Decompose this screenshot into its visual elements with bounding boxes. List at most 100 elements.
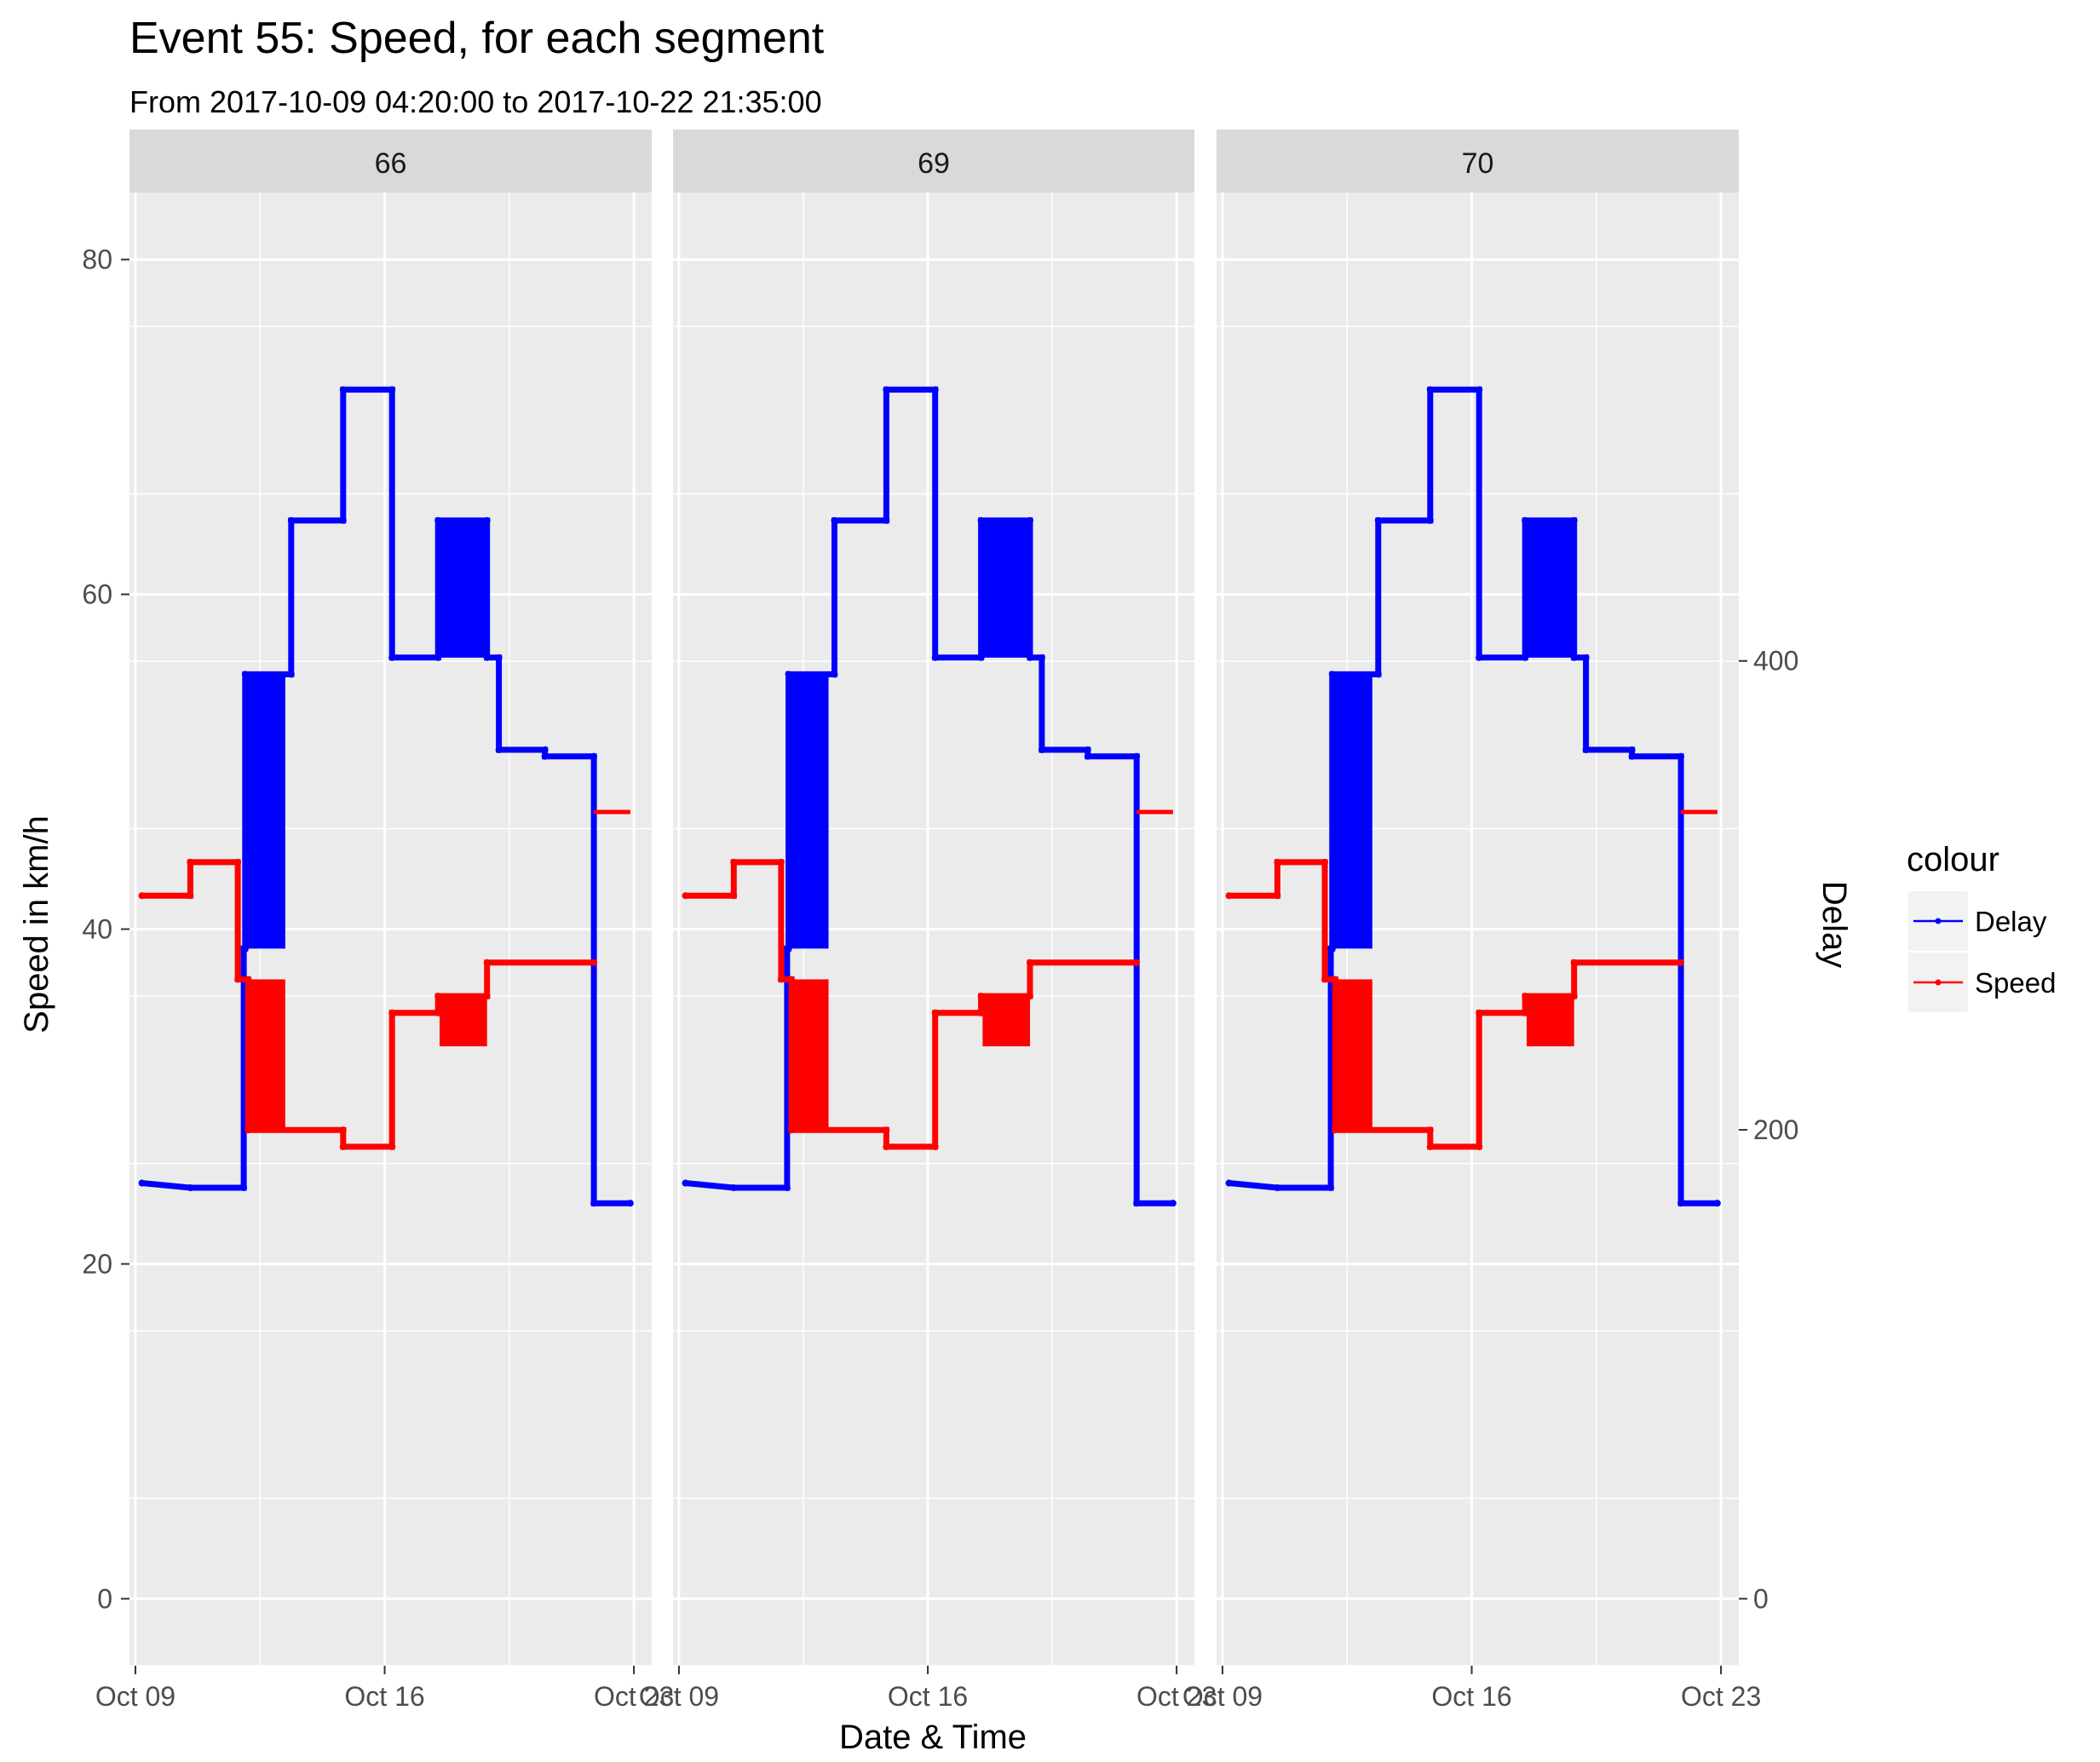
- series-point: [434, 516, 442, 524]
- series-point: [1522, 654, 1529, 661]
- series-point: [730, 1184, 738, 1192]
- series-point: [1522, 516, 1529, 524]
- series-point: [187, 858, 194, 866]
- y2-tick-label: 200: [1753, 1114, 1798, 1145]
- series-point: [682, 1179, 689, 1187]
- series-point: [626, 1200, 634, 1207]
- series-point: [1274, 892, 1281, 900]
- series-point: [1374, 671, 1382, 678]
- series-point: [245, 976, 252, 983]
- series-point: [1677, 752, 1685, 760]
- series-point: [388, 386, 396, 394]
- legend: colour Delay Speed: [1907, 841, 2056, 1012]
- series-point: [783, 1184, 791, 1192]
- secondary-y-axis: 0 200 400: [1739, 646, 1798, 1614]
- series-point: [785, 671, 792, 678]
- series-point: [434, 1009, 442, 1016]
- series-point: [1522, 993, 1529, 1000]
- series-point: [1570, 993, 1578, 1000]
- x-tick-label: Oct 09: [95, 1681, 175, 1712]
- series-point: [138, 1179, 146, 1187]
- series-point: [1225, 1179, 1233, 1187]
- series-point: [495, 654, 503, 661]
- series-point: [187, 1184, 194, 1192]
- series-point: [977, 654, 985, 661]
- series-point: [434, 654, 442, 661]
- series-point: [1327, 1184, 1335, 1192]
- series-point: [1027, 654, 1034, 661]
- series-point: [1426, 516, 1434, 524]
- chart-title: Event 55: Speed, for each segment: [129, 14, 825, 63]
- series-point: [234, 858, 242, 866]
- series-band: [788, 674, 829, 949]
- series-point: [883, 516, 890, 524]
- series-point: [1225, 892, 1233, 900]
- series-point: [1374, 516, 1382, 524]
- series-speed: [1225, 809, 1717, 1150]
- series-point: [1426, 1143, 1434, 1150]
- series-point: [1332, 976, 1339, 983]
- series-point: [388, 1143, 396, 1150]
- series-point: [1133, 959, 1141, 966]
- series-line: [141, 859, 595, 1150]
- series-point: [1027, 516, 1034, 524]
- series-band: [1335, 979, 1372, 1131]
- series-point: [1038, 654, 1045, 661]
- series-speed: [682, 809, 1173, 1150]
- series-point: [1332, 1126, 1339, 1134]
- series-point: [1133, 1200, 1141, 1207]
- series-point: [1570, 654, 1578, 661]
- series-point: [590, 1200, 598, 1207]
- series-point: [1476, 1009, 1483, 1016]
- facet-panel-70: 70 Oct 09 Oct 16 Oct 23: [1182, 130, 1761, 1712]
- facet-strip-label: 66: [375, 147, 407, 180]
- series-point: [1476, 1143, 1483, 1150]
- facet-panel-69: 69 Oct 09 Oct 16 Oct 23: [639, 130, 1217, 1712]
- series-delay: [682, 386, 1177, 1207]
- series-point: [977, 993, 985, 1000]
- series-point: [241, 945, 249, 953]
- series-point: [339, 386, 347, 394]
- series-point: [1628, 752, 1636, 760]
- series-point: [241, 671, 249, 678]
- series-point: [1582, 654, 1590, 661]
- legend-entry-speed: Speed: [1908, 953, 2056, 1012]
- facet-panel-66: 66 Oct 09 Oct 16 Oct 23: [95, 130, 674, 1712]
- legend-title: colour: [1907, 841, 1999, 878]
- facet-panels: 66 Oct 09 Oct 16 Oct 23 69 Oct 09 Oct 16 Oct 23…: [95, 130, 1761, 1712]
- series-point: [831, 671, 838, 678]
- series-point: [931, 1143, 939, 1150]
- series-point: [483, 654, 491, 661]
- y-tick-label: 60: [82, 579, 112, 610]
- series-point: [187, 892, 194, 900]
- x-tick-label: Oct 09: [1182, 1681, 1263, 1712]
- series-point: [931, 654, 939, 661]
- series-point: [339, 516, 347, 524]
- series-band: [1526, 996, 1574, 1047]
- series-point: [1570, 959, 1578, 966]
- series-point: [682, 892, 689, 900]
- series-point: [931, 386, 939, 394]
- legend-key-point: [1935, 979, 1942, 986]
- series-point: [1328, 945, 1336, 953]
- x-tick-label: Oct 16: [888, 1681, 968, 1712]
- series-point: [1084, 752, 1091, 760]
- series-point: [1274, 858, 1281, 866]
- series-point: [245, 1126, 252, 1134]
- series-band: [248, 979, 285, 1131]
- series-band: [1526, 520, 1574, 658]
- y2-axis-title: Delay: [1815, 881, 1853, 968]
- series-band: [982, 520, 1031, 658]
- series-point: [1677, 959, 1685, 966]
- series-point: [388, 654, 396, 661]
- chart-subtitle: From 2017-10-09 04:20:00 to 2017-10-22 2…: [129, 84, 822, 119]
- series-point: [234, 976, 242, 983]
- series-point: [1570, 516, 1578, 524]
- series-point: [483, 959, 491, 966]
- series-point: [1426, 1126, 1434, 1134]
- series-point: [831, 516, 838, 524]
- series-point: [883, 1143, 890, 1150]
- series-point: [883, 386, 890, 394]
- facet-strip-label: 70: [1462, 147, 1494, 180]
- x-tick-label: Oct 23: [1136, 1681, 1217, 1712]
